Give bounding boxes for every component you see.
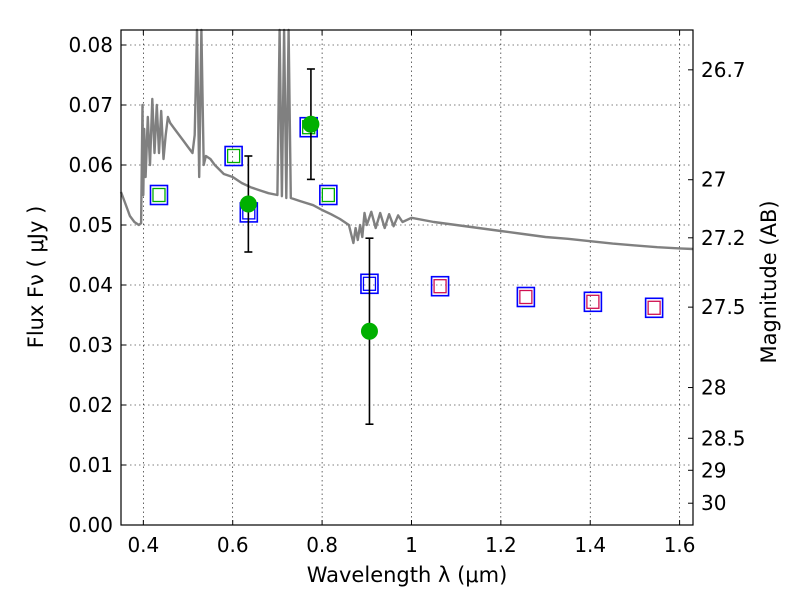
x-tick-label: 0.8 — [306, 533, 338, 557]
model-band-square — [319, 184, 338, 206]
inner-model-square — [226, 148, 241, 164]
x-axis-title: Wavelength λ (μm) — [307, 563, 508, 587]
y-tick-label: 0.07 — [68, 93, 113, 117]
y-tick-label: 0.06 — [68, 153, 113, 177]
model-band-square — [516, 286, 536, 308]
y-tick-label: 0.03 — [68, 333, 113, 357]
y-tick-label: 0.04 — [68, 273, 113, 297]
axis-ticks: 0.4 0.6 0.8 1 1.2 1.4 1.6 0.00 0.01 0.02 0.03 0.04 0… — [68, 30, 746, 557]
mag-tick-label: 27.2 — [701, 226, 746, 250]
model-band-square — [430, 275, 450, 297]
mag-tick-label: 28 — [701, 376, 726, 400]
x-tick-label: 1.4 — [574, 533, 606, 557]
mag-tick-label: 29 — [701, 458, 726, 482]
inner-model-square — [321, 187, 336, 203]
mag-tick-label: 28.5 — [701, 426, 746, 450]
y-tick-label: 0.05 — [68, 213, 113, 237]
inner-model-square — [586, 294, 600, 309]
y-tick-label: 0.02 — [68, 393, 113, 417]
x-tick-label: 0.6 — [217, 533, 249, 557]
inner-model-square — [433, 279, 447, 294]
observed-point — [239, 195, 257, 213]
x-tick-label: 1.6 — [664, 533, 696, 557]
model-band-square — [149, 184, 169, 206]
x-tick-label: 0.4 — [127, 533, 159, 557]
inner-model-square — [152, 187, 166, 203]
model-sed-line — [119, 28, 694, 251]
x-tick-label: 1.2 — [485, 533, 517, 557]
mag-tick-label: 30 — [701, 491, 726, 515]
x-tick-label: 1 — [405, 533, 418, 557]
inner-model-square — [519, 289, 533, 305]
observed-point — [360, 322, 378, 340]
mag-tick-label: 26.7 — [701, 58, 746, 82]
y-axis-title: Flux Fν ( μJy ) — [24, 206, 48, 349]
inner-model-square — [647, 300, 661, 315]
model-band-square — [224, 145, 243, 167]
y-tick-label: 0.08 — [68, 33, 113, 57]
observed-point — [302, 115, 320, 133]
model-band-square — [583, 291, 603, 313]
mag-tick-label: 27 — [701, 168, 726, 192]
y-tick-label: 0.01 — [68, 453, 113, 477]
grid — [121, 30, 693, 526]
axes-frame — [120, 29, 694, 526]
y2-axis-title: Magnitude (AB) — [757, 200, 781, 363]
plot-area — [119, 28, 694, 426]
mag-tick-label: 27.5 — [701, 295, 746, 319]
y-tick-label: 0.00 — [68, 513, 113, 537]
model-band-square — [644, 297, 664, 319]
